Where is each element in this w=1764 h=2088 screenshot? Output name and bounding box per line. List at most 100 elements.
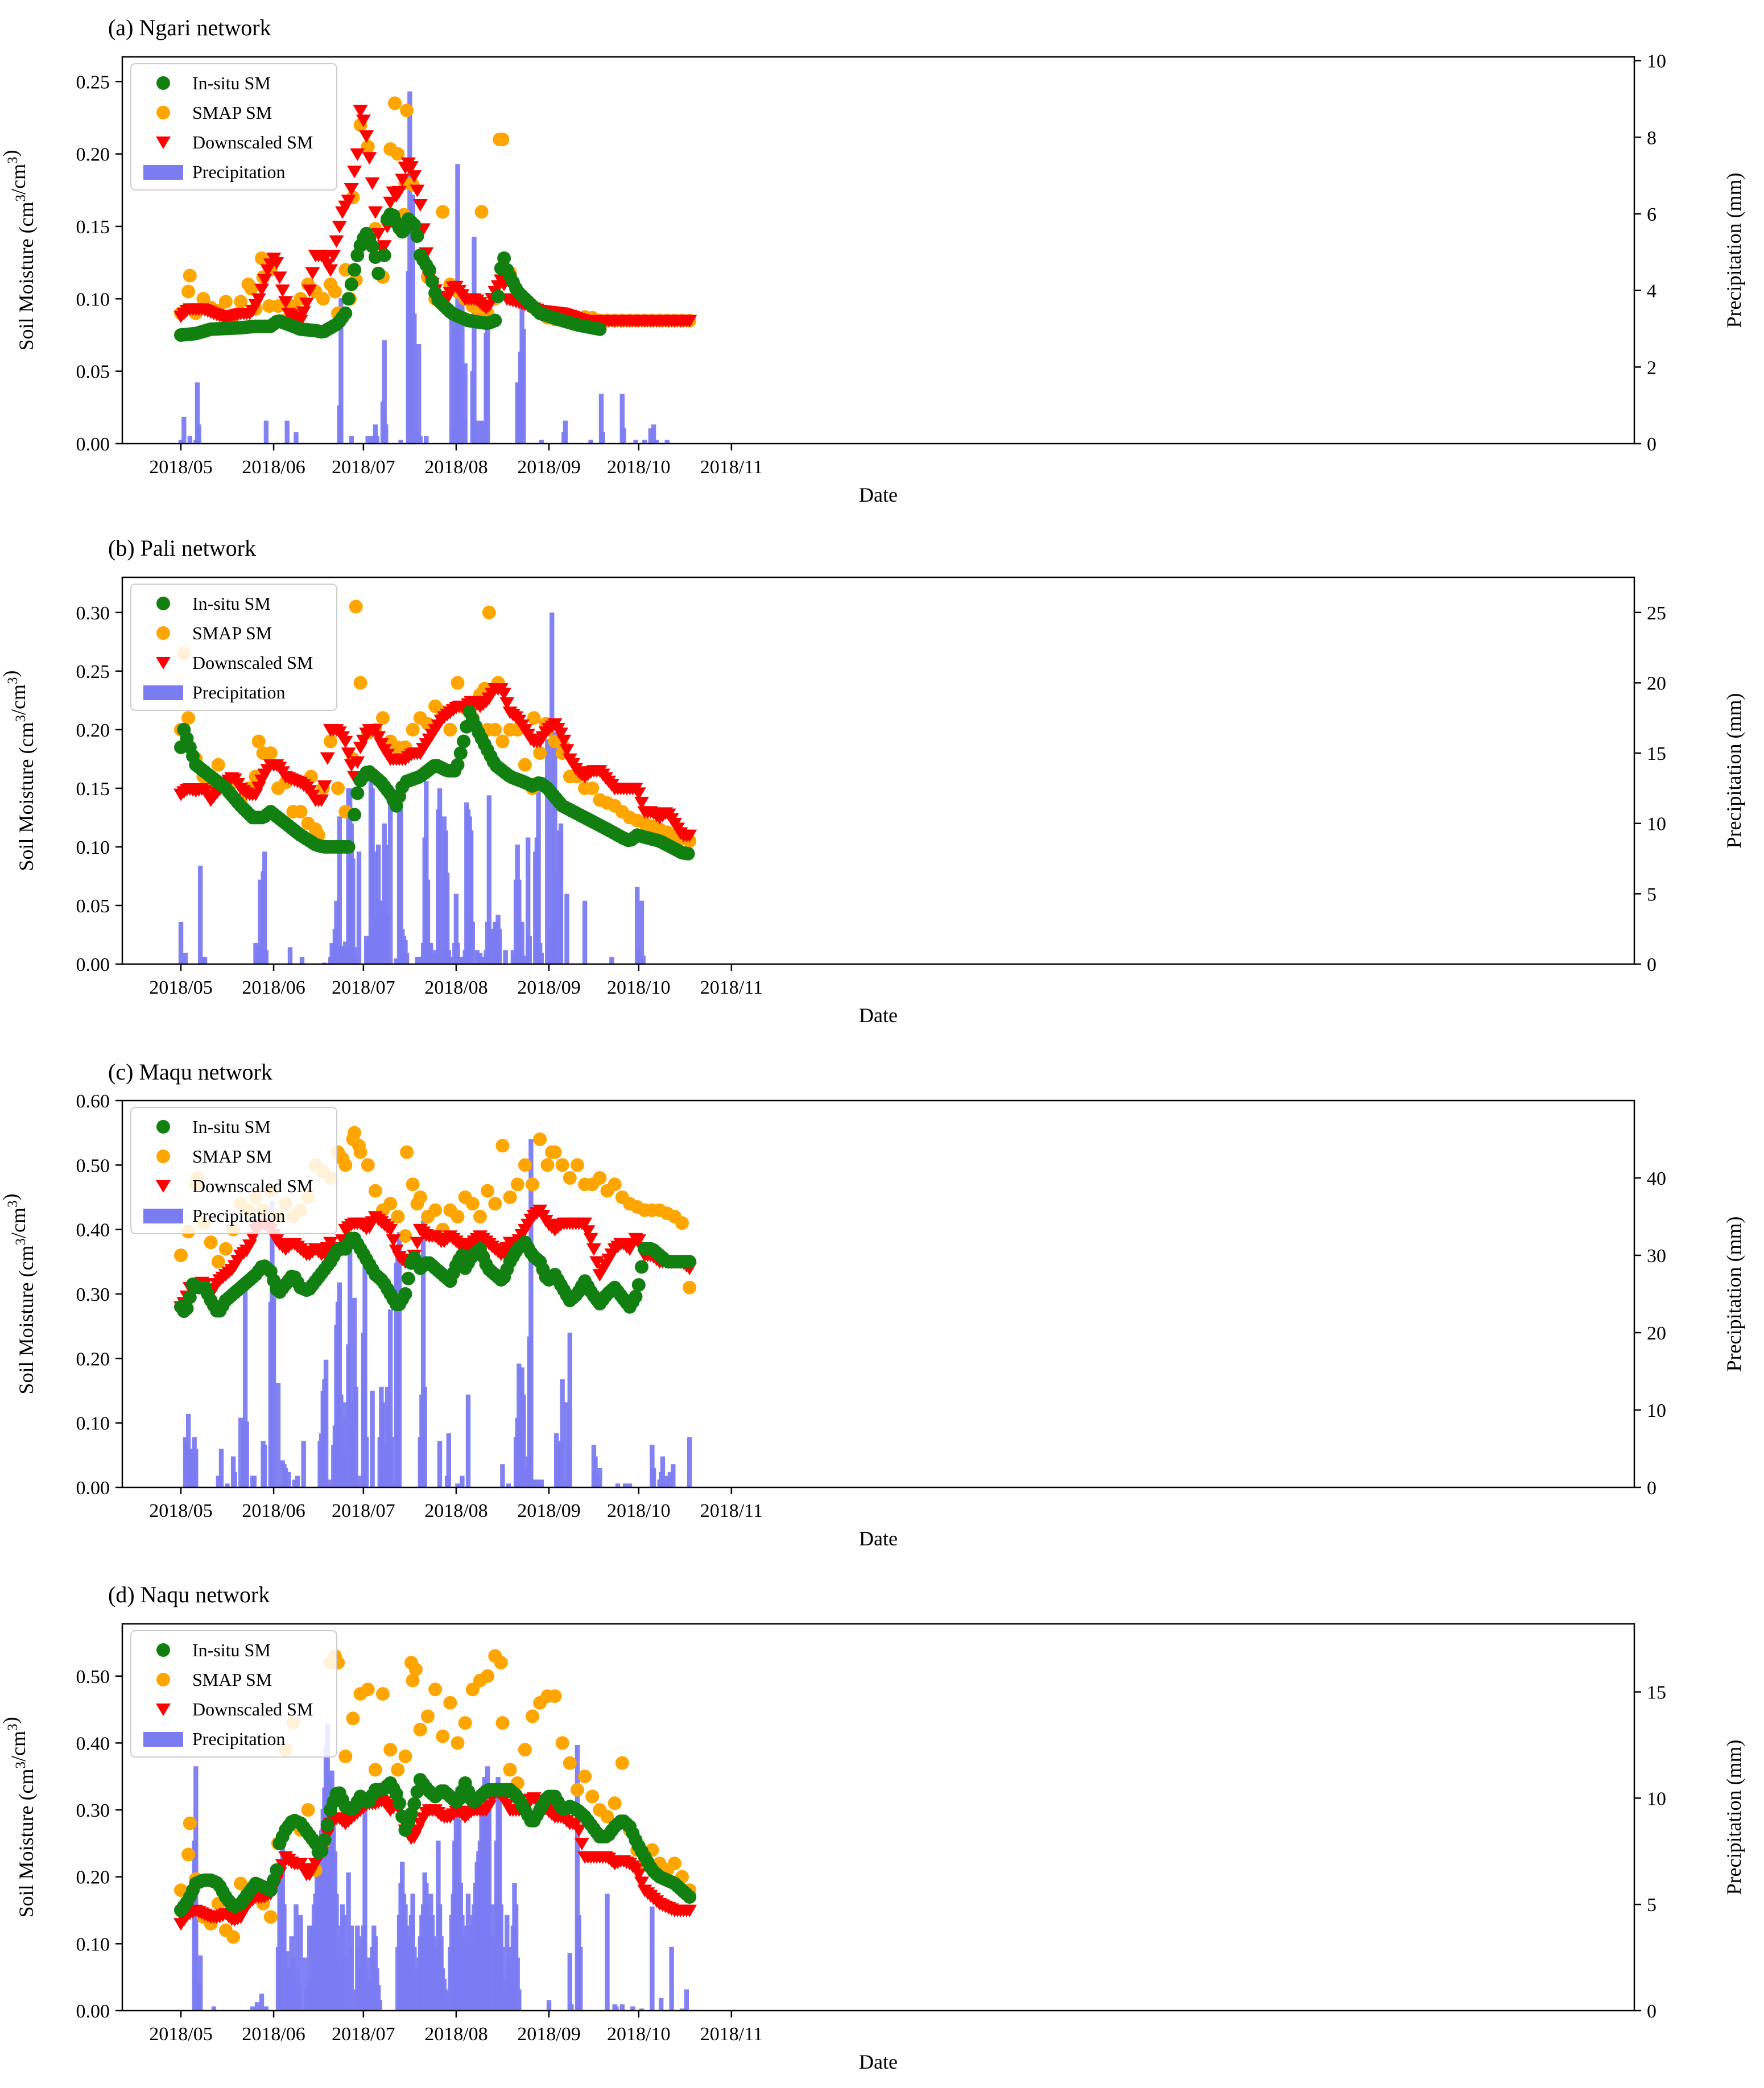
x-tick-label: 2018/11 [700,2024,763,2045]
insitu-point [350,786,365,800]
precip-bar [193,1449,199,1487]
precip-bar [462,363,468,444]
smap-point [608,1796,622,1810]
y2-axis-label: Precipitation (mm) [1722,1217,1745,1372]
y2-tick-label: 10 [1647,51,1666,72]
precip-bar [669,1946,674,2011]
x-axis-label: Date [859,1527,898,1550]
smap-point [451,676,465,690]
downscaled-point [356,114,371,127]
precip-bar [679,2008,685,2011]
y-axis-label-sup: 3 [5,1201,20,1208]
x-tick-label: 2018/07 [332,1500,395,1521]
downscaled-point [404,161,419,174]
precip-bar [569,2004,574,2011]
precip-bar [428,942,433,964]
downscaled-point [634,1876,649,1889]
downscaled-point [371,228,386,241]
smap-point [368,1184,382,1198]
downscaled-point [278,296,294,309]
insitu-point [338,306,353,320]
insitu-point [488,313,502,328]
x-tick-label: 2018/07 [332,977,395,998]
smap-point [368,1763,382,1777]
smap-point [494,1656,508,1670]
legend-label: SMAP SM [192,623,272,643]
smap-point [428,1203,443,1217]
legend: In-situ SM SMAP SM Downscaled SM Precipitat… [130,1630,337,1758]
smap-point [234,295,248,309]
insitu-point [451,758,465,772]
smap-point [398,1229,412,1243]
precip-bar [198,1955,203,2011]
precip-bar [662,1483,667,1487]
x-tick-label: 2018/06 [242,977,305,998]
precip-bar [294,432,299,444]
downscaled-point [395,173,410,187]
downscaled-point [320,752,335,765]
precip-bar [370,788,375,964]
precip-bar [385,915,390,964]
downscaled-point [377,240,392,253]
downscaled-point [631,1234,646,1247]
smap-point [675,1216,689,1230]
smap-point [555,1158,569,1172]
downscaled-point [497,688,512,701]
downscaled-point [344,183,359,196]
insitu-point [631,1278,646,1292]
precip-bar [486,795,491,964]
precip-bar [365,436,370,444]
insitu-point [635,1260,648,1274]
downscaled-point [302,284,317,297]
insitu-series [174,1773,697,1917]
smap-point [585,1789,600,1804]
y-tick-label: 0.25 [76,661,110,683]
smap-point [336,1152,349,1165]
precip-bar [455,164,460,444]
precip-bar [356,851,362,964]
downscaled-point [350,148,365,161]
precip-bar [374,436,379,444]
axes-frame [121,56,1635,445]
precip-bar [472,237,477,444]
precip-bar [338,1394,344,1487]
insitu-point [348,263,362,277]
downscaled-point [571,1824,586,1837]
smap-point [526,1709,539,1723]
precip-bar [671,1464,676,1487]
downscaled-point [383,196,398,209]
smap-point [533,746,547,760]
precip-bar [251,1475,257,1487]
precip-bar [394,958,399,964]
precip-bar [455,942,460,964]
smap-point [533,1132,547,1146]
y-tick-label: 0.25 [76,72,110,93]
precip-bar [343,1957,348,2011]
downscaled-point [317,780,332,793]
precip-bar [437,1441,443,1487]
downscaled-point [269,257,284,270]
y-axis-label: Soil Moisture (cm3/cm3) [0,1717,38,1918]
y2-axis-label: Precipitation (mm) [1722,173,1745,328]
precip-bar [295,1475,300,1487]
y-axis-label-part: ) [0,1194,22,1201]
precip-bar [262,851,267,964]
precip-bar [453,894,459,964]
precip-bar [600,432,605,444]
insitu-point [453,746,468,760]
insitu-point [683,1890,697,1904]
x-tick-label: 2018/09 [517,1500,580,1521]
downscaled-point [371,731,386,744]
legend-label: Downscaled SM [192,652,313,673]
y-axis-label-part: /cm [7,684,30,715]
downscaled-point [272,271,287,284]
insitu-point [341,292,356,306]
smap-point [361,1158,375,1172]
precip-bar [254,2002,260,2011]
precip-bar [539,1479,544,1487]
insitu-point [398,1287,412,1301]
smap-point [600,1809,614,1824]
downscaled-point [556,734,572,747]
precip-bar [517,1989,522,2011]
